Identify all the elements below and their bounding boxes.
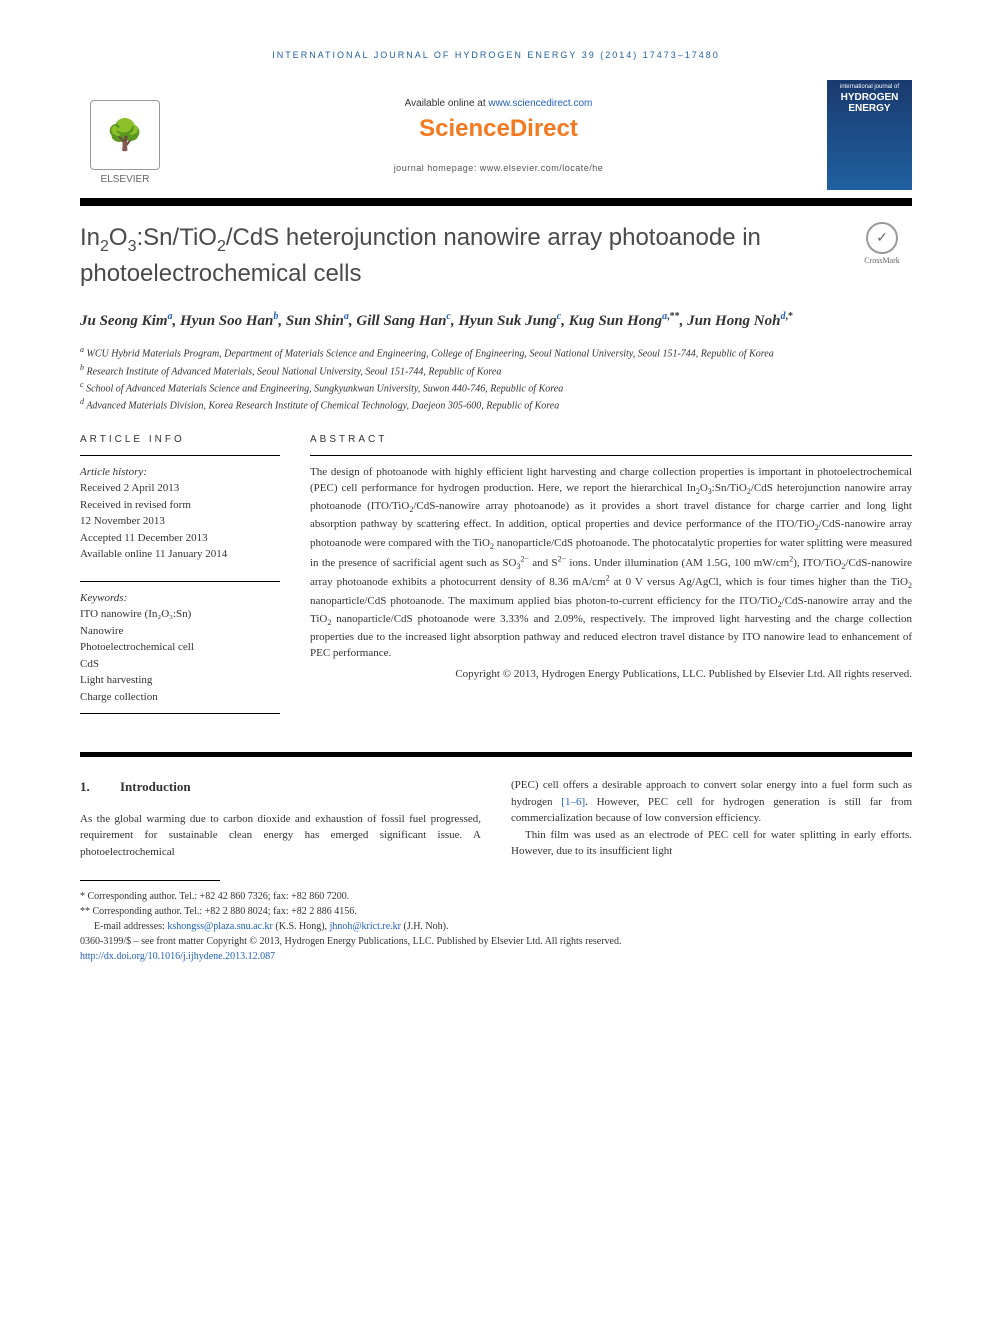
affiliations: a WCU Hybrid Materials Program, Departme… (80, 344, 912, 413)
corresponding-author-1: * Corresponding author. Tel.: +82 42 860… (80, 889, 912, 904)
masthead: 🌳 ELSEVIER Available online at www.scien… (80, 80, 912, 190)
cover-title: HYDROGEN ENERGY (831, 92, 908, 114)
keyword-line: ITO nanowire (In₂O₃:Sn) (80, 606, 280, 623)
crossmark-icon: ✓ (866, 222, 898, 254)
sciencedirect-link[interactable]: www.sciencedirect.com (488, 98, 592, 109)
crossmark-badge[interactable]: ✓ CrossMark (852, 222, 912, 265)
keyword-line: Photoelectrochemical cell (80, 639, 280, 656)
elsevier-label: ELSEVIER (101, 174, 150, 185)
corresponding-author-2: ** Corresponding author. Tel.: +82 2 880… (80, 904, 912, 919)
affiliation-line: b Research Institute of Advanced Materia… (80, 362, 912, 379)
journal-cover-thumbnail: international journal of HYDROGEN ENERGY (827, 80, 912, 190)
issn-line: 0360-3199/$ – see front matter Copyright… (80, 934, 912, 949)
body-column-right: (PEC) cell offers a desirable approach t… (511, 777, 912, 860)
journal-homepage: journal homepage: www.elsevier.com/locat… (170, 163, 827, 173)
running-header: INTERNATIONAL JOURNAL OF HYDROGEN ENERGY… (80, 50, 912, 60)
keyword-line: Charge collection (80, 689, 280, 706)
keywords-label: Keywords: (80, 590, 280, 607)
history-line: Accepted 11 December 2013 (80, 530, 280, 547)
available-online-prefix: Available online at (405, 98, 489, 109)
history-line: Received 2 April 2013 (80, 480, 280, 497)
section-title: Introduction (120, 779, 191, 794)
affiliation-line: c School of Advanced Materials Science a… (80, 379, 912, 396)
footer-notes: * Corresponding author. Tel.: +82 42 860… (80, 889, 912, 964)
elsevier-tree-icon: 🌳 (90, 100, 160, 170)
intro-paragraph-1: As the global warming due to carbon diox… (80, 811, 481, 861)
keyword-line: Nanowire (80, 623, 280, 640)
intro-paragraph-3: Thin film was used as an electrode of PE… (511, 827, 912, 860)
divider-thick (80, 198, 912, 206)
elsevier-logo: 🌳 ELSEVIER (80, 85, 170, 185)
author-list: Ju Seong Kima, Hyun Soo Hanb, Sun Shina,… (80, 309, 912, 333)
history-line: Available online 11 January 2014 (80, 546, 280, 563)
sciencedirect-logo: ScienceDirect (170, 115, 827, 143)
affiliation-line: a WCU Hybrid Materials Program, Departme… (80, 344, 912, 361)
abstract-text: The design of photoanode with highly eff… (310, 455, 912, 683)
keywords-block: Keywords: ITO nanowire (In₂O₃:Sn)Nanowir… (80, 581, 280, 715)
abstract-copyright: Copyright © 2013, Hydrogen Energy Public… (310, 666, 912, 683)
article-info-label: ARTICLE INFO (80, 434, 280, 445)
center-masthead: Available online at www.sciencedirect.co… (170, 98, 827, 173)
divider-mid (80, 752, 912, 757)
body-column-left: 1.Introduction As the global warming due… (80, 777, 481, 860)
email-name-1: (K.S. Hong), (273, 921, 330, 932)
intro-paragraph-2: (PEC) cell offers a desirable approach t… (511, 777, 912, 827)
affiliation-line: d Advanced Materials Division, Korea Res… (80, 396, 912, 413)
email-label: E-mail addresses: (94, 921, 167, 932)
email-line: E-mail addresses: kshongss@plaza.snu.ac.… (80, 919, 912, 934)
email-link-2[interactable]: jhnoh@krict.re.kr (330, 921, 401, 932)
history-line: Received in revised form (80, 497, 280, 514)
email-link-1[interactable]: kshongss@plaza.snu.ac.kr (167, 921, 273, 932)
available-online-line: Available online at www.sciencedirect.co… (170, 98, 827, 109)
doi-link[interactable]: http://dx.doi.org/10.1016/j.ijhydene.201… (80, 951, 275, 962)
crossmark-label: CrossMark (864, 256, 900, 265)
history-line: 12 November 2013 (80, 513, 280, 530)
abstract-body: The design of photoanode with highly eff… (310, 466, 912, 660)
article-history-block: Article history: Received 2 April 2013Re… (80, 455, 280, 563)
article-title: In2O3:Sn/TiO2/CdS heterojunction nanowir… (80, 222, 852, 289)
email-name-2: (J.H. Noh). (401, 921, 449, 932)
article-history-label: Article history: (80, 464, 280, 481)
footer-divider (80, 880, 220, 881)
section-number: 1. (80, 777, 120, 797)
section-heading-intro: 1.Introduction (80, 777, 481, 797)
abstract-label: ABSTRACT (310, 434, 912, 445)
cover-subtitle: international journal of (831, 84, 908, 90)
keyword-line: Light harvesting (80, 672, 280, 689)
keyword-line: CdS (80, 656, 280, 673)
